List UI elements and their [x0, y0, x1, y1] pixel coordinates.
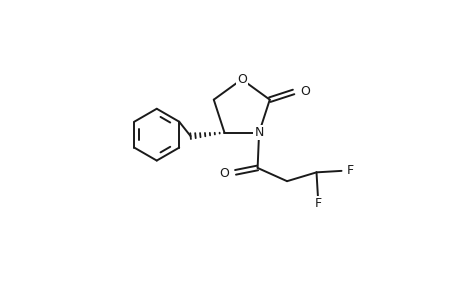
Text: F: F [346, 164, 353, 177]
Text: O: O [236, 73, 246, 86]
Text: O: O [299, 85, 309, 98]
Text: O: O [218, 167, 229, 180]
Text: F: F [314, 197, 321, 210]
Text: N: N [254, 126, 263, 139]
